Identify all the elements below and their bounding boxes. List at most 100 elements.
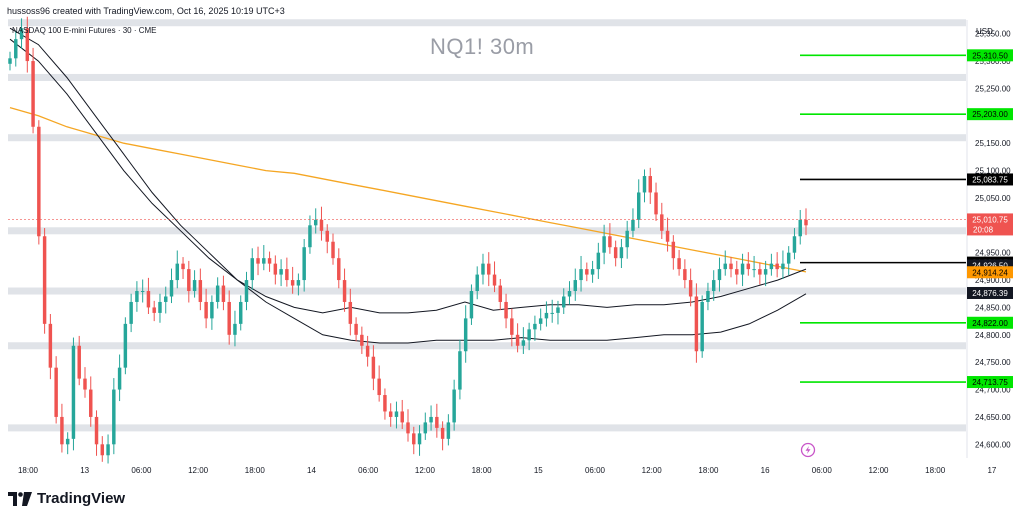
ma-price-text: 24,876.39 [972,289,1008,298]
candle-body [573,280,578,292]
candle-body [48,323,53,368]
candle-body [377,378,381,396]
symbol-description[interactable]: NASDAQ 100 E-mini Futures · 30 · CME [12,26,157,35]
x-tick-label: 18:00 [925,466,946,475]
x-tick-label: 12:00 [188,466,209,475]
lightning-icon[interactable] [800,442,816,458]
logo-text: TradingView [37,490,126,507]
candle-body [786,252,791,264]
candle-body [400,411,404,423]
x-tick-label: 14 [307,466,316,475]
candle-body [89,389,93,417]
y-tick-label: 25,300.00 [975,57,1011,66]
candle-body [37,126,41,237]
candle-body [590,269,595,275]
candle-body [515,334,520,346]
candle-body [175,263,180,281]
candle-body [608,236,612,248]
candle-body [481,263,485,275]
candle-body [487,263,491,275]
candle-body [54,367,58,417]
candle-body [221,285,226,302]
candle-body [585,269,589,275]
symbol-watermark: NQ1! 30m [430,34,535,59]
x-tick-label: 12:00 [415,466,436,475]
candle-body [631,219,635,231]
candle-body [256,258,260,264]
candle-body [527,329,531,341]
candle-body [250,258,254,281]
y-tick-label: 25,150.00 [975,139,1011,148]
candle-body [567,291,572,297]
candle-body [683,269,687,281]
countdown-text: 20:08 [973,225,994,234]
y-tick-label: 24,850.00 [975,303,1011,312]
last-price-text: 25,010.75 [972,215,1008,224]
y-tick-label: 24,800.00 [975,331,1011,340]
candle-body [290,280,295,286]
candle-body [538,318,543,324]
candle-body [31,61,35,127]
candle-body [729,263,733,270]
candle-body [158,301,162,313]
zone-band [8,227,966,235]
candle-body [458,351,462,390]
candle-body [117,367,122,390]
currency-label[interactable]: USD [976,27,993,36]
level-price-text: 24,713.75 [972,378,1008,387]
candle-body [313,219,318,226]
x-tick-label: 06:00 [358,466,379,475]
candle-body [642,176,647,193]
candle-body [77,345,81,379]
candle-body [19,28,24,40]
x-tick-label: 18:00 [245,466,266,475]
candle-body [735,269,739,275]
x-tick-label: 18:00 [472,466,493,475]
candle-body [65,438,70,445]
candle-body [135,291,139,302]
candle-body [677,258,681,270]
attribution-text: hussoss96 created with TradingView.com, … [7,6,285,16]
last-price-tag [967,213,1013,236]
candle-body [694,296,699,352]
candle-body [711,280,716,292]
candle-body [492,274,497,286]
candle-body [302,247,306,281]
candle-body [42,236,47,324]
candle-body [654,192,658,215]
candle-body [688,280,693,297]
candle-body [671,241,676,259]
candle-body [619,247,624,259]
level-price-tag [967,173,1013,186]
candle-body [8,58,12,64]
candle-body [233,323,237,335]
candle-body [463,318,468,352]
candle-body [498,285,503,302]
candle-body [700,301,704,352]
candle-body [198,280,203,302]
tradingview-logo[interactable]: TradingView [8,490,125,507]
candle-body [562,296,566,308]
candle-body [556,307,560,313]
candle-body [227,301,231,335]
candle-body [636,192,641,220]
candle-body [371,356,376,379]
candle-body [331,241,335,259]
y-tick-label: 25,100.00 [975,167,1011,176]
candle-body [579,269,583,281]
candle-body [106,444,110,456]
candle-body [533,323,537,330]
candle-body [504,301,508,319]
ma-price-tag [967,286,1013,299]
candle-body [406,422,410,434]
candle-body [273,263,278,275]
candle-body [267,258,272,264]
candle-body [746,263,751,270]
candle-body [140,291,145,293]
level-price-text: 25,083.75 [972,175,1008,184]
candle-body [238,301,243,324]
candle-body [342,280,347,302]
candle-body [544,312,549,319]
